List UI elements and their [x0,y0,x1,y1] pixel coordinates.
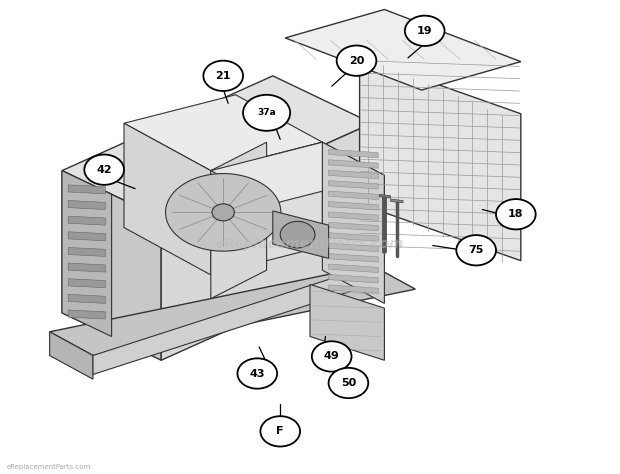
Polygon shape [329,212,378,220]
Text: 50: 50 [341,378,356,388]
Circle shape [337,46,376,76]
Text: 19: 19 [417,26,433,36]
Polygon shape [68,247,105,256]
Polygon shape [62,76,372,218]
Circle shape [312,341,352,372]
Polygon shape [273,211,329,258]
Polygon shape [62,171,161,360]
Text: 20: 20 [349,55,364,66]
Circle shape [203,61,243,91]
Polygon shape [124,95,322,171]
Polygon shape [329,191,378,200]
Polygon shape [379,194,391,198]
Polygon shape [50,332,93,379]
Circle shape [496,199,536,229]
Text: 49: 49 [324,351,340,362]
Polygon shape [124,123,211,275]
Polygon shape [68,263,105,272]
Text: 37a: 37a [257,109,276,117]
Polygon shape [329,160,378,168]
Polygon shape [211,142,267,299]
Polygon shape [329,274,378,283]
Text: eReplacementParts.com: eReplacementParts.com [6,464,91,470]
Polygon shape [68,310,105,319]
Polygon shape [322,142,384,303]
Polygon shape [391,199,403,203]
Text: 18: 18 [508,209,523,219]
Polygon shape [161,123,372,360]
Text: 42: 42 [96,164,112,175]
Polygon shape [62,171,112,337]
Polygon shape [329,149,378,158]
Polygon shape [285,9,521,90]
Circle shape [280,221,315,248]
Text: 75: 75 [469,245,484,255]
Polygon shape [329,201,378,210]
Polygon shape [329,222,378,231]
Circle shape [260,416,300,447]
Polygon shape [68,294,105,303]
Polygon shape [360,57,521,261]
Text: eReplacementParts.com: eReplacementParts.com [216,237,404,251]
Circle shape [456,235,496,265]
Polygon shape [329,233,378,241]
Polygon shape [68,216,105,225]
Polygon shape [329,181,378,189]
Polygon shape [50,265,415,356]
Polygon shape [329,254,378,262]
Circle shape [405,16,445,46]
Text: 43: 43 [249,368,265,379]
Polygon shape [211,142,384,204]
Polygon shape [329,170,378,179]
Circle shape [212,204,234,221]
Polygon shape [68,232,105,241]
Polygon shape [329,264,378,273]
Circle shape [237,358,277,389]
Circle shape [329,368,368,398]
Circle shape [84,155,124,185]
Polygon shape [93,265,372,374]
Polygon shape [68,201,105,210]
Text: F: F [277,426,284,437]
Polygon shape [329,243,378,252]
Polygon shape [329,285,378,293]
Circle shape [243,95,290,131]
Polygon shape [68,279,105,288]
Text: 21: 21 [216,71,231,81]
Polygon shape [310,284,384,360]
Polygon shape [68,185,105,194]
Polygon shape [166,173,281,251]
Polygon shape [211,142,322,275]
